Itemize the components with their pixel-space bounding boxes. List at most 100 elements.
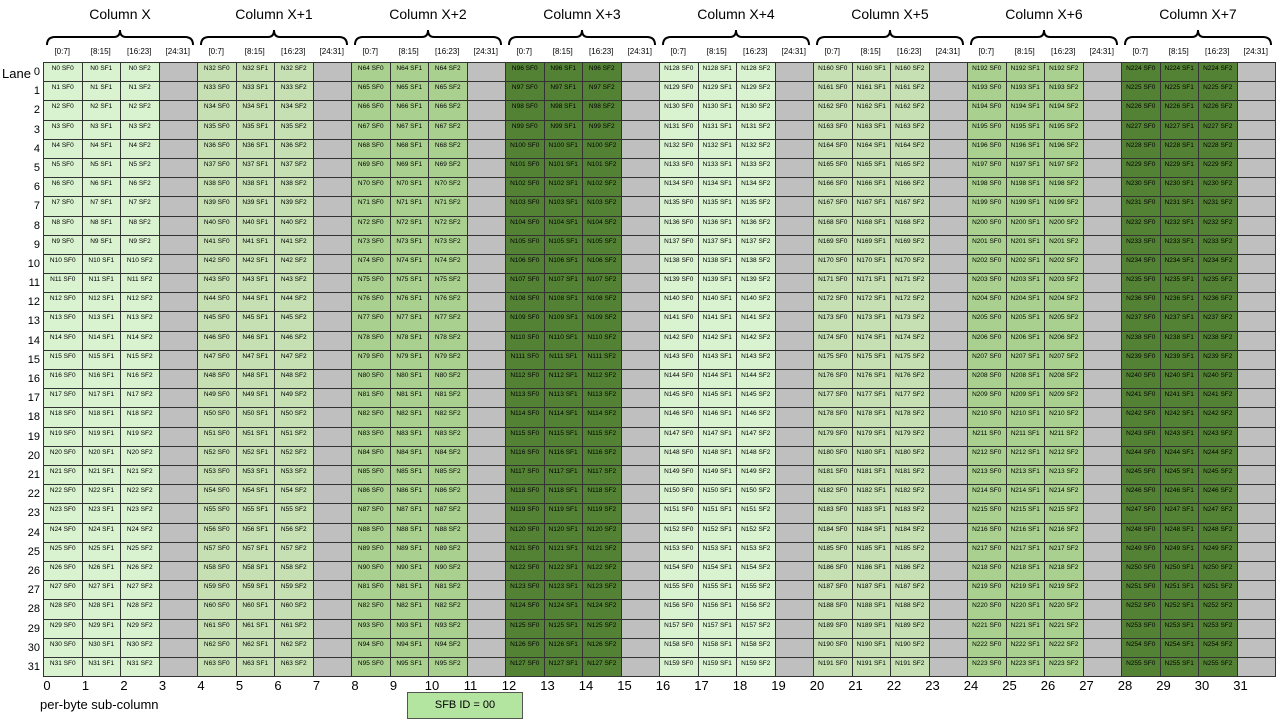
sf-id: SF2 — [1220, 563, 1233, 571]
unused-cell — [928, 599, 968, 620]
sf-id: SF2 — [448, 448, 461, 456]
sf-cell: N144 SF1 — [697, 369, 737, 390]
sf-cell: N47 SF0 — [197, 349, 237, 371]
sf-cell: N231 SF1 — [1159, 196, 1199, 217]
node-id: N79 — [434, 352, 447, 360]
sf-cell: N248 SF0 — [1121, 522, 1161, 543]
unused-cell — [312, 464, 352, 486]
sf-cell: N251 SF1 — [1159, 580, 1199, 601]
node-id: N163 — [818, 122, 834, 130]
unused-cell — [928, 215, 968, 236]
sf-id: SF2 — [758, 237, 771, 245]
sf-id: SF1 — [1027, 621, 1040, 629]
node-id: N231 — [1126, 199, 1142, 207]
node-id: N196 — [972, 141, 988, 149]
sf-id: SF0 — [61, 141, 74, 149]
node-id: N251 — [1203, 583, 1219, 591]
sf-id: SF1 — [719, 410, 732, 418]
sf-cell: N34 SF2 — [274, 100, 314, 121]
node-id: N153 — [664, 544, 680, 552]
node-id: N100 — [510, 141, 526, 149]
sf-cell: N89 SF1 — [389, 541, 429, 562]
sf-id: SF2 — [912, 199, 925, 207]
node-id: N112 — [510, 372, 526, 380]
sf-id: SF1 — [873, 237, 886, 245]
sf-cell: N165 SF1 — [851, 157, 891, 179]
sf-id: SF0 — [835, 141, 848, 149]
node-id: N62 — [280, 640, 293, 648]
sf-id: SF0 — [371, 141, 384, 149]
sf-cell: N137 SF1 — [697, 234, 737, 255]
sf-id: SF1 — [1027, 103, 1040, 111]
node-id: N140 — [664, 295, 680, 303]
sf-id: SF2 — [1066, 276, 1079, 284]
sf-cell: N82 SF0 — [351, 407, 391, 428]
node-id: N172 — [856, 295, 873, 303]
sf-id: SF1 — [102, 602, 115, 610]
unused-cell — [466, 580, 506, 601]
sf-cell: N109 SF2 — [582, 311, 622, 332]
node-id: N244 — [1126, 448, 1142, 456]
unused-cell — [466, 62, 506, 83]
sf-id: SF0 — [681, 237, 694, 245]
sf-id: SF2 — [912, 65, 925, 72]
sf-cell: N207 SF0 — [967, 349, 1007, 371]
unused-cell — [158, 81, 198, 102]
byte-range-label: [8:15] — [860, 47, 881, 56]
sf-cell: N182 SF0 — [813, 484, 853, 505]
sf-id: SF0 — [525, 103, 538, 111]
sf-id: SF0 — [527, 563, 540, 571]
node-id: N81 — [396, 583, 409, 591]
sf-id: SF2 — [140, 372, 153, 380]
node-id: N23 — [126, 506, 139, 514]
sf-id: SF1 — [256, 506, 269, 514]
sf-id: SF0 — [61, 122, 74, 130]
sf-id: SF2 — [294, 525, 307, 533]
sf-cell: N170 SF2 — [890, 253, 930, 275]
node-id: N227 — [1126, 122, 1142, 130]
sf-id: SF2 — [1066, 237, 1079, 245]
node-id: N26 — [88, 563, 101, 571]
sf-cell: N86 SF2 — [428, 484, 468, 505]
node-id: N17 — [49, 391, 62, 399]
node-id: N160 — [818, 65, 834, 72]
sf-cell: N48 SF0 — [197, 369, 237, 390]
sf-cell: N136 SF1 — [697, 215, 737, 236]
sf-id: SF0 — [217, 103, 230, 111]
node-id: N222 — [972, 640, 988, 648]
sf-cell: N81 SF0 — [351, 580, 391, 601]
node-id: N42 — [203, 256, 216, 264]
sf-id: SF1 — [100, 218, 113, 226]
unused-cell — [620, 580, 660, 601]
sf-cell: N79 SF2 — [428, 349, 468, 371]
node-id: N90 — [396, 563, 409, 571]
node-id: N177 — [818, 391, 834, 399]
sf-cell: N82 SF1 — [389, 407, 429, 428]
sf-cell: N175 SF1 — [851, 349, 891, 371]
unused-cell — [1082, 407, 1122, 428]
sf-cell: N104 SF1 — [543, 215, 583, 236]
sf-id: SF0 — [217, 84, 230, 92]
sf-cell: N114 SF2 — [582, 407, 622, 428]
node-id: N94 — [357, 640, 370, 648]
lane-number: 24 — [27, 526, 40, 539]
sf-id: SF2 — [758, 333, 771, 341]
node-id: N89 — [396, 544, 409, 552]
node-id: N218 — [972, 563, 988, 571]
sf-id: SF0 — [989, 84, 1002, 92]
node-id: N5 — [51, 160, 61, 168]
sf-cell: N2 SF2 — [120, 100, 160, 121]
sf-cell: N124 SF2 — [582, 599, 622, 620]
sf-id: SF0 — [217, 333, 230, 341]
sf-cell: N34 SF1 — [235, 100, 275, 121]
sf-id: SF2 — [912, 276, 925, 284]
sf-id: SF1 — [1181, 84, 1194, 92]
node-id: N30 — [49, 640, 62, 648]
sf-cell: N226 SF0 — [1121, 100, 1161, 121]
sf-id: SF0 — [371, 544, 384, 552]
sf-cell: N229 SF0 — [1121, 157, 1161, 179]
sf-id: SF2 — [1066, 218, 1079, 226]
sf-cell: N188 SF0 — [813, 599, 853, 620]
node-id: N159 — [741, 659, 757, 667]
unused-cell — [312, 311, 352, 332]
